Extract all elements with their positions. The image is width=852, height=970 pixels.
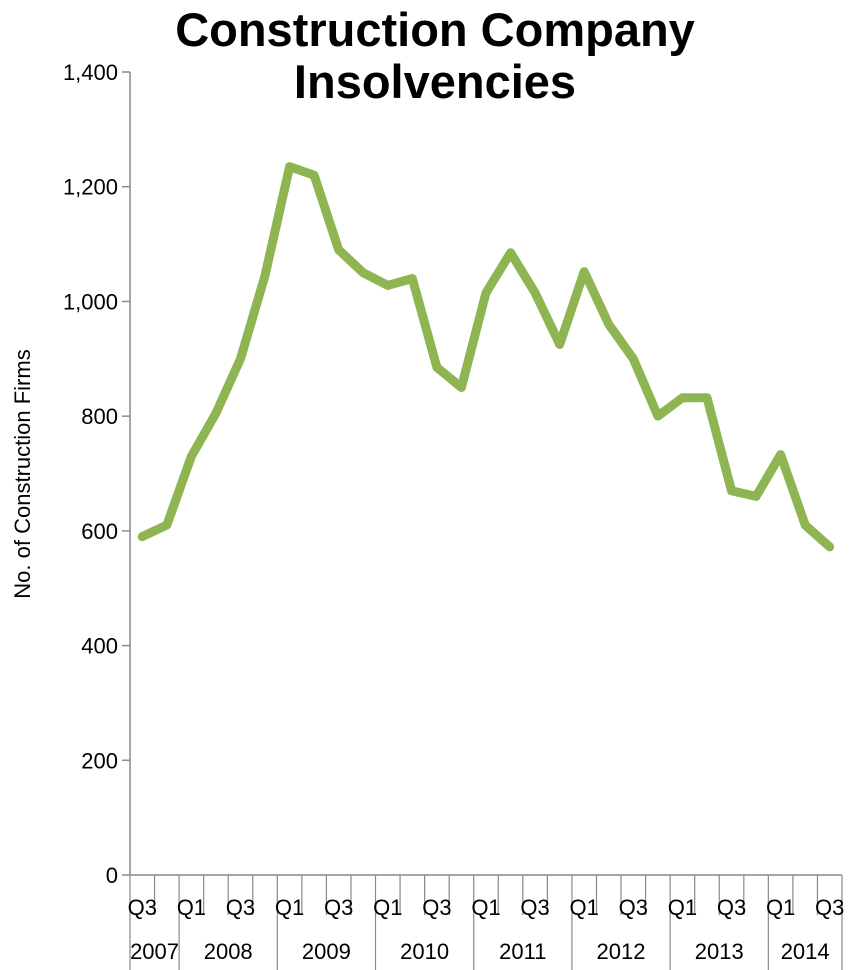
y-tick-label: 0 xyxy=(106,863,118,888)
data-point xyxy=(632,358,634,360)
x-year-label: 2007 xyxy=(130,939,179,964)
y-tick-label: 1,000 xyxy=(63,289,118,314)
y-tick-label: 1,400 xyxy=(63,60,118,85)
x-quarter-label: Q1 xyxy=(275,895,304,920)
data-point xyxy=(804,524,806,526)
y-tick-label: 600 xyxy=(81,519,118,544)
data-point xyxy=(190,455,192,457)
data-point xyxy=(583,271,585,273)
data-point xyxy=(313,174,315,176)
x-quarter-label: Q3 xyxy=(717,895,746,920)
data-point xyxy=(485,292,487,294)
series-line xyxy=(137,162,835,552)
data-point xyxy=(436,366,438,368)
data-point xyxy=(460,386,462,388)
x-quarter-label: Q1 xyxy=(471,895,500,920)
y-tick-labels: 0 200 400 600 800 1,000 1,200 1,400 xyxy=(63,60,118,888)
x-quarter-label: Q1 xyxy=(766,895,795,920)
data-point xyxy=(166,524,168,526)
data-point xyxy=(534,292,536,294)
x-quarter-label: Q3 xyxy=(619,895,648,920)
x-quarter-label: Q3 xyxy=(226,895,255,920)
x-quarter-label: Q1 xyxy=(668,895,697,920)
data-point xyxy=(338,249,340,251)
data-point xyxy=(608,323,610,325)
data-point xyxy=(829,546,831,548)
x-year-label: 2012 xyxy=(597,939,646,964)
data-point xyxy=(559,343,561,345)
data-point xyxy=(755,495,757,497)
x-quarter-label: Q3 xyxy=(815,895,844,920)
data-point xyxy=(264,275,266,277)
x-axis xyxy=(129,874,843,970)
series-group xyxy=(137,162,835,552)
x-year-label: 2014 xyxy=(781,939,830,964)
y-tick-label: 800 xyxy=(81,404,118,429)
x-quarter-label: Q3 xyxy=(422,895,451,920)
x-quarter-label: Q3 xyxy=(520,895,549,920)
x-year-label: 2009 xyxy=(302,939,351,964)
data-point xyxy=(657,415,659,417)
data-point xyxy=(731,490,733,492)
y-tick-label: 1,200 xyxy=(63,175,118,200)
data-point xyxy=(362,272,364,274)
data-point xyxy=(141,536,143,538)
y-tick-label: 400 xyxy=(81,634,118,659)
x-year-label: 2010 xyxy=(400,939,449,964)
data-point xyxy=(510,252,512,254)
x-quarter-labels: Q3 Q1 Q3 Q1 Q3 Q1 Q3 Q1 Q3 Q1 Q3 Q1 Q3 Q1 Q3 xyxy=(128,895,845,920)
data-point xyxy=(780,454,782,456)
x-year-label: 2008 xyxy=(204,939,253,964)
x-quarter-label: Q3 xyxy=(128,895,157,920)
x-year-label: 2011 xyxy=(499,939,546,964)
x-quarter-label: Q1 xyxy=(373,895,402,920)
data-point xyxy=(387,284,389,286)
x-year-label: 2013 xyxy=(695,939,744,964)
y-tick-label: 200 xyxy=(81,748,118,773)
data-point xyxy=(411,277,413,279)
y-axis xyxy=(122,71,131,876)
data-point xyxy=(706,397,708,399)
data-point xyxy=(289,166,291,168)
x-year-labels: 2007 2008 2009 2010 2011 2012 2013 2014 xyxy=(130,939,830,964)
data-point xyxy=(681,397,683,399)
x-quarter-label: Q1 xyxy=(570,895,599,920)
data-point xyxy=(239,358,241,360)
x-quarter-label: Q3 xyxy=(324,895,353,920)
y-axis-title: No. of Construction Firms xyxy=(10,349,35,598)
x-quarter-label: Q1 xyxy=(177,895,206,920)
chart-title: Construction Company Insolvencies xyxy=(175,3,695,108)
data-point xyxy=(215,412,217,414)
